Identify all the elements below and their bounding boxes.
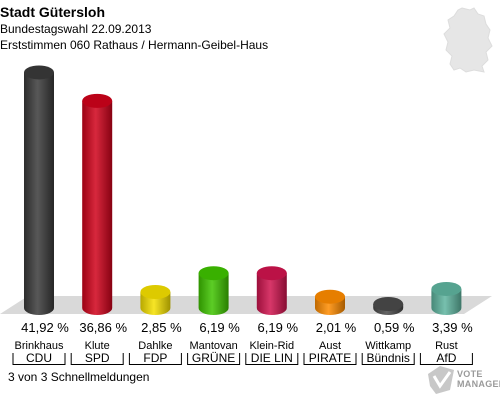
bar-cap	[256, 266, 287, 281]
candidate-label: Brinkhaus	[15, 340, 64, 352]
value-label: 36,86 %	[79, 320, 127, 335]
party-label: AfD	[436, 351, 456, 365]
value-label: 41,92 %	[21, 320, 69, 335]
party-label: PIRATE	[309, 351, 351, 365]
party-label: Bündnis	[367, 351, 410, 365]
bar-spd	[82, 93, 113, 316]
bar-body	[198, 273, 229, 316]
party-label: SPD	[85, 351, 110, 365]
candidate-label: Rust	[435, 340, 458, 352]
vote-manager-logo-icon	[428, 366, 454, 394]
bar-cap	[198, 266, 229, 281]
bar-b-ndnis	[373, 297, 404, 316]
candidate-label: Wittkamp	[365, 340, 411, 352]
footer-note: 3 von 3 Schnellmeldungen	[8, 370, 150, 384]
bar-body	[82, 100, 113, 316]
bar-body	[24, 72, 54, 315]
bar-cap	[24, 65, 54, 80]
value-label: 6,19 %	[258, 320, 299, 335]
chart-subtitle: Bundestagswahl 22.09.2013	[0, 22, 152, 36]
value-label: 2,85 %	[141, 320, 182, 335]
party-label: FDP	[143, 351, 167, 365]
bar-body	[431, 288, 462, 316]
bar-fdp	[140, 284, 171, 316]
bar-afd	[431, 281, 462, 316]
chart-floor	[0, 296, 492, 314]
value-label: 6,19 %	[199, 320, 240, 335]
candidate-label: Mantovan	[189, 340, 237, 352]
bar-die-lin	[256, 266, 287, 316]
bar-body	[256, 273, 287, 316]
value-label: 0,59 %	[374, 320, 415, 335]
chart-title: Stadt Gütersloh	[0, 4, 106, 20]
chart-district: Erststimmen 060 Rathaus / Hermann-Geibel…	[0, 38, 269, 52]
candidate-label: Dahlke	[138, 340, 172, 352]
bar-cap	[431, 281, 462, 296]
bar-cap	[373, 297, 404, 311]
candidate-label: Klein-Rid	[249, 340, 294, 352]
bar-cap	[315, 289, 345, 304]
bar-gr-ne	[198, 266, 229, 316]
value-label: 2,01 %	[316, 320, 357, 335]
logo-text: VOTE MANAGER	[457, 369, 500, 389]
candidate-label: Klute	[85, 340, 110, 352]
value-label: 3,39 %	[432, 320, 473, 335]
bar-cdu	[24, 65, 54, 315]
logo-line-2: MANAGER	[457, 379, 500, 389]
bar-pirate	[315, 289, 345, 315]
party-label: GRÜNE	[192, 351, 235, 365]
bar-cap	[82, 93, 113, 108]
germany-map-icon	[443, 7, 493, 73]
party-label: DIE LIN	[251, 351, 293, 365]
logo-line-1: VOTE	[457, 369, 483, 379]
bar-cap	[140, 284, 171, 299]
party-label: CDU	[26, 351, 52, 365]
candidate-label: Aust	[319, 340, 341, 352]
